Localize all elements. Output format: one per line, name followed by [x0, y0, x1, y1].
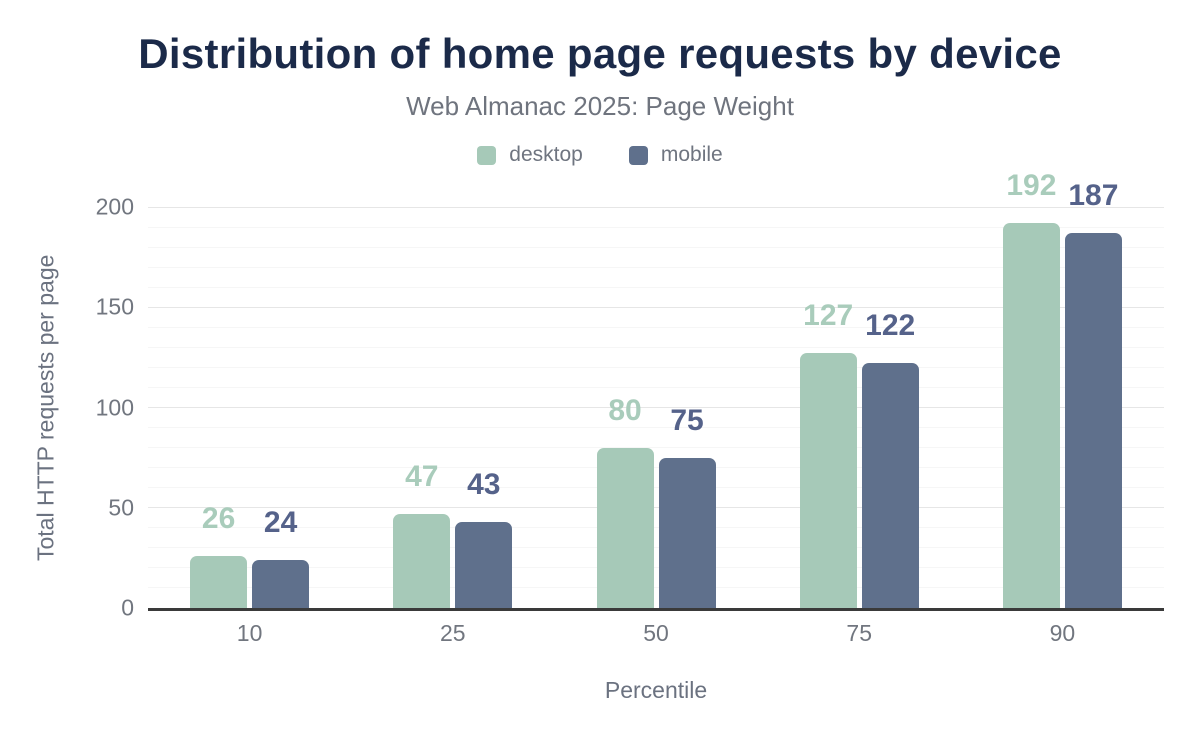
bar-mobile-p90[interactable] — [1064, 233, 1122, 608]
gridline-minor — [148, 527, 1164, 529]
y-axis-tick-labels: 0 50 100 150 200 — [0, 195, 134, 619]
x-axis-tick-labels: 10 25 50 75 90 — [148, 620, 1164, 647]
bar-mobile-p10[interactable] — [252, 559, 310, 608]
bar-value-mobile-p10: 24 — [263, 505, 298, 539]
bar-mobile-p75[interactable] — [861, 363, 919, 608]
bar-desktop-p10[interactable] — [190, 555, 248, 608]
legend: desktop mobile — [0, 143, 1200, 167]
bar-value-desktop-p50: 80 — [608, 393, 642, 427]
x-tick-label-p90: 90 — [1049, 620, 1076, 646]
bar-wrap-mobile-p10: 24 — [252, 507, 310, 608]
gridline-minor — [148, 366, 1164, 368]
gridline-major — [148, 306, 1164, 308]
bar-value-desktop-p10: 26 — [201, 501, 236, 535]
plot-area: 26 24 47 43 80 75 127 122 192 187 — [148, 171, 1164, 611]
bar-wrap-desktop-p75: 127 — [799, 301, 857, 608]
gridline-minor — [148, 447, 1164, 449]
gridline-major — [148, 507, 1164, 509]
gridline-minor — [148, 427, 1164, 429]
gridline-major — [148, 407, 1164, 408]
y-tick-label: 100 — [95, 394, 134, 420]
bar-wrap-desktop-p50: 80 — [596, 395, 654, 608]
gridline-minor — [148, 266, 1164, 268]
bar-value-mobile-p75: 122 — [865, 309, 916, 343]
x-tick-label-p10: 10 — [236, 620, 263, 646]
gridline-major — [148, 206, 1164, 208]
bar-wrap-mobile-p50: 75 — [658, 405, 716, 608]
legend-swatch-mobile — [628, 145, 648, 165]
bar-desktop-p90[interactable] — [1002, 223, 1060, 608]
bar-wrap-desktop-p10: 26 — [190, 503, 248, 608]
legend-item-desktop[interactable]: desktop — [477, 143, 583, 167]
chart-subtitle: Web Almanac 2025: Page Weight — [406, 91, 794, 121]
gridline-minor — [148, 567, 1164, 569]
bar-group-p90: 192 187 — [961, 171, 1164, 608]
gridline-minor — [148, 587, 1164, 589]
chart-title: Distribution of home page requests by de… — [138, 30, 1062, 77]
bar-group-p10: 26 24 — [148, 207, 351, 608]
gridline-minor — [148, 547, 1164, 549]
bar-mobile-p25[interactable] — [455, 521, 513, 608]
bar-mobile-p50[interactable] — [658, 457, 716, 608]
gridline-minor — [148, 286, 1164, 288]
y-tick-label: 150 — [95, 293, 134, 320]
bar-wrap-mobile-p90: 187 — [1064, 181, 1122, 608]
legend-item-mobile[interactable]: mobile — [628, 143, 723, 167]
gridline-minor — [148, 346, 1164, 348]
bar-wrap-desktop-p25: 47 — [393, 461, 451, 608]
legend-swatch-desktop — [477, 145, 497, 165]
y-tick-label: 0 — [121, 594, 134, 621]
y-tick-label: 200 — [95, 193, 134, 220]
legend-label-mobile: mobile — [660, 143, 723, 166]
bar-wrap-mobile-p75: 122 — [861, 311, 919, 608]
bar-value-mobile-p90: 187 — [1068, 179, 1119, 213]
bar-wrap-desktop-p90: 192 — [1002, 171, 1060, 608]
bar-group-p75: 127 122 — [758, 207, 961, 608]
bar-desktop-p75[interactable] — [799, 353, 857, 608]
bar-desktop-p25[interactable] — [393, 513, 451, 608]
x-tick-label-p25: 25 — [440, 620, 466, 646]
bar-desktop-p50[interactable] — [596, 447, 654, 608]
bar-value-mobile-p50: 75 — [670, 403, 704, 437]
gridline-minor — [148, 487, 1164, 489]
gridline-minor — [148, 467, 1164, 469]
bar-group-p50: 80 75 — [554, 207, 757, 608]
bar-value-desktop-p75: 127 — [803, 299, 854, 333]
bar-wrap-mobile-p25: 43 — [455, 469, 513, 608]
legend-label-desktop: desktop — [509, 143, 583, 166]
gridline-minor — [148, 326, 1164, 328]
bar-value-mobile-p25: 43 — [467, 467, 501, 501]
bar-value-desktop-p90: 192 — [1006, 169, 1057, 203]
x-tick-label-p50: 50 — [643, 620, 669, 646]
gridline-minor — [148, 246, 1164, 248]
bar-series-container: 26 24 47 43 80 75 127 122 192 187 — [148, 171, 1164, 608]
gridline-minor — [148, 226, 1164, 228]
x-tick-label-p75: 75 — [846, 620, 872, 646]
bar-group-p25: 47 43 — [351, 207, 554, 608]
gridline-minor — [148, 386, 1164, 388]
x-axis-title: Percentile — [604, 677, 708, 703]
y-tick-label: 50 — [108, 494, 134, 521]
bar-value-desktop-p25: 47 — [405, 459, 439, 493]
